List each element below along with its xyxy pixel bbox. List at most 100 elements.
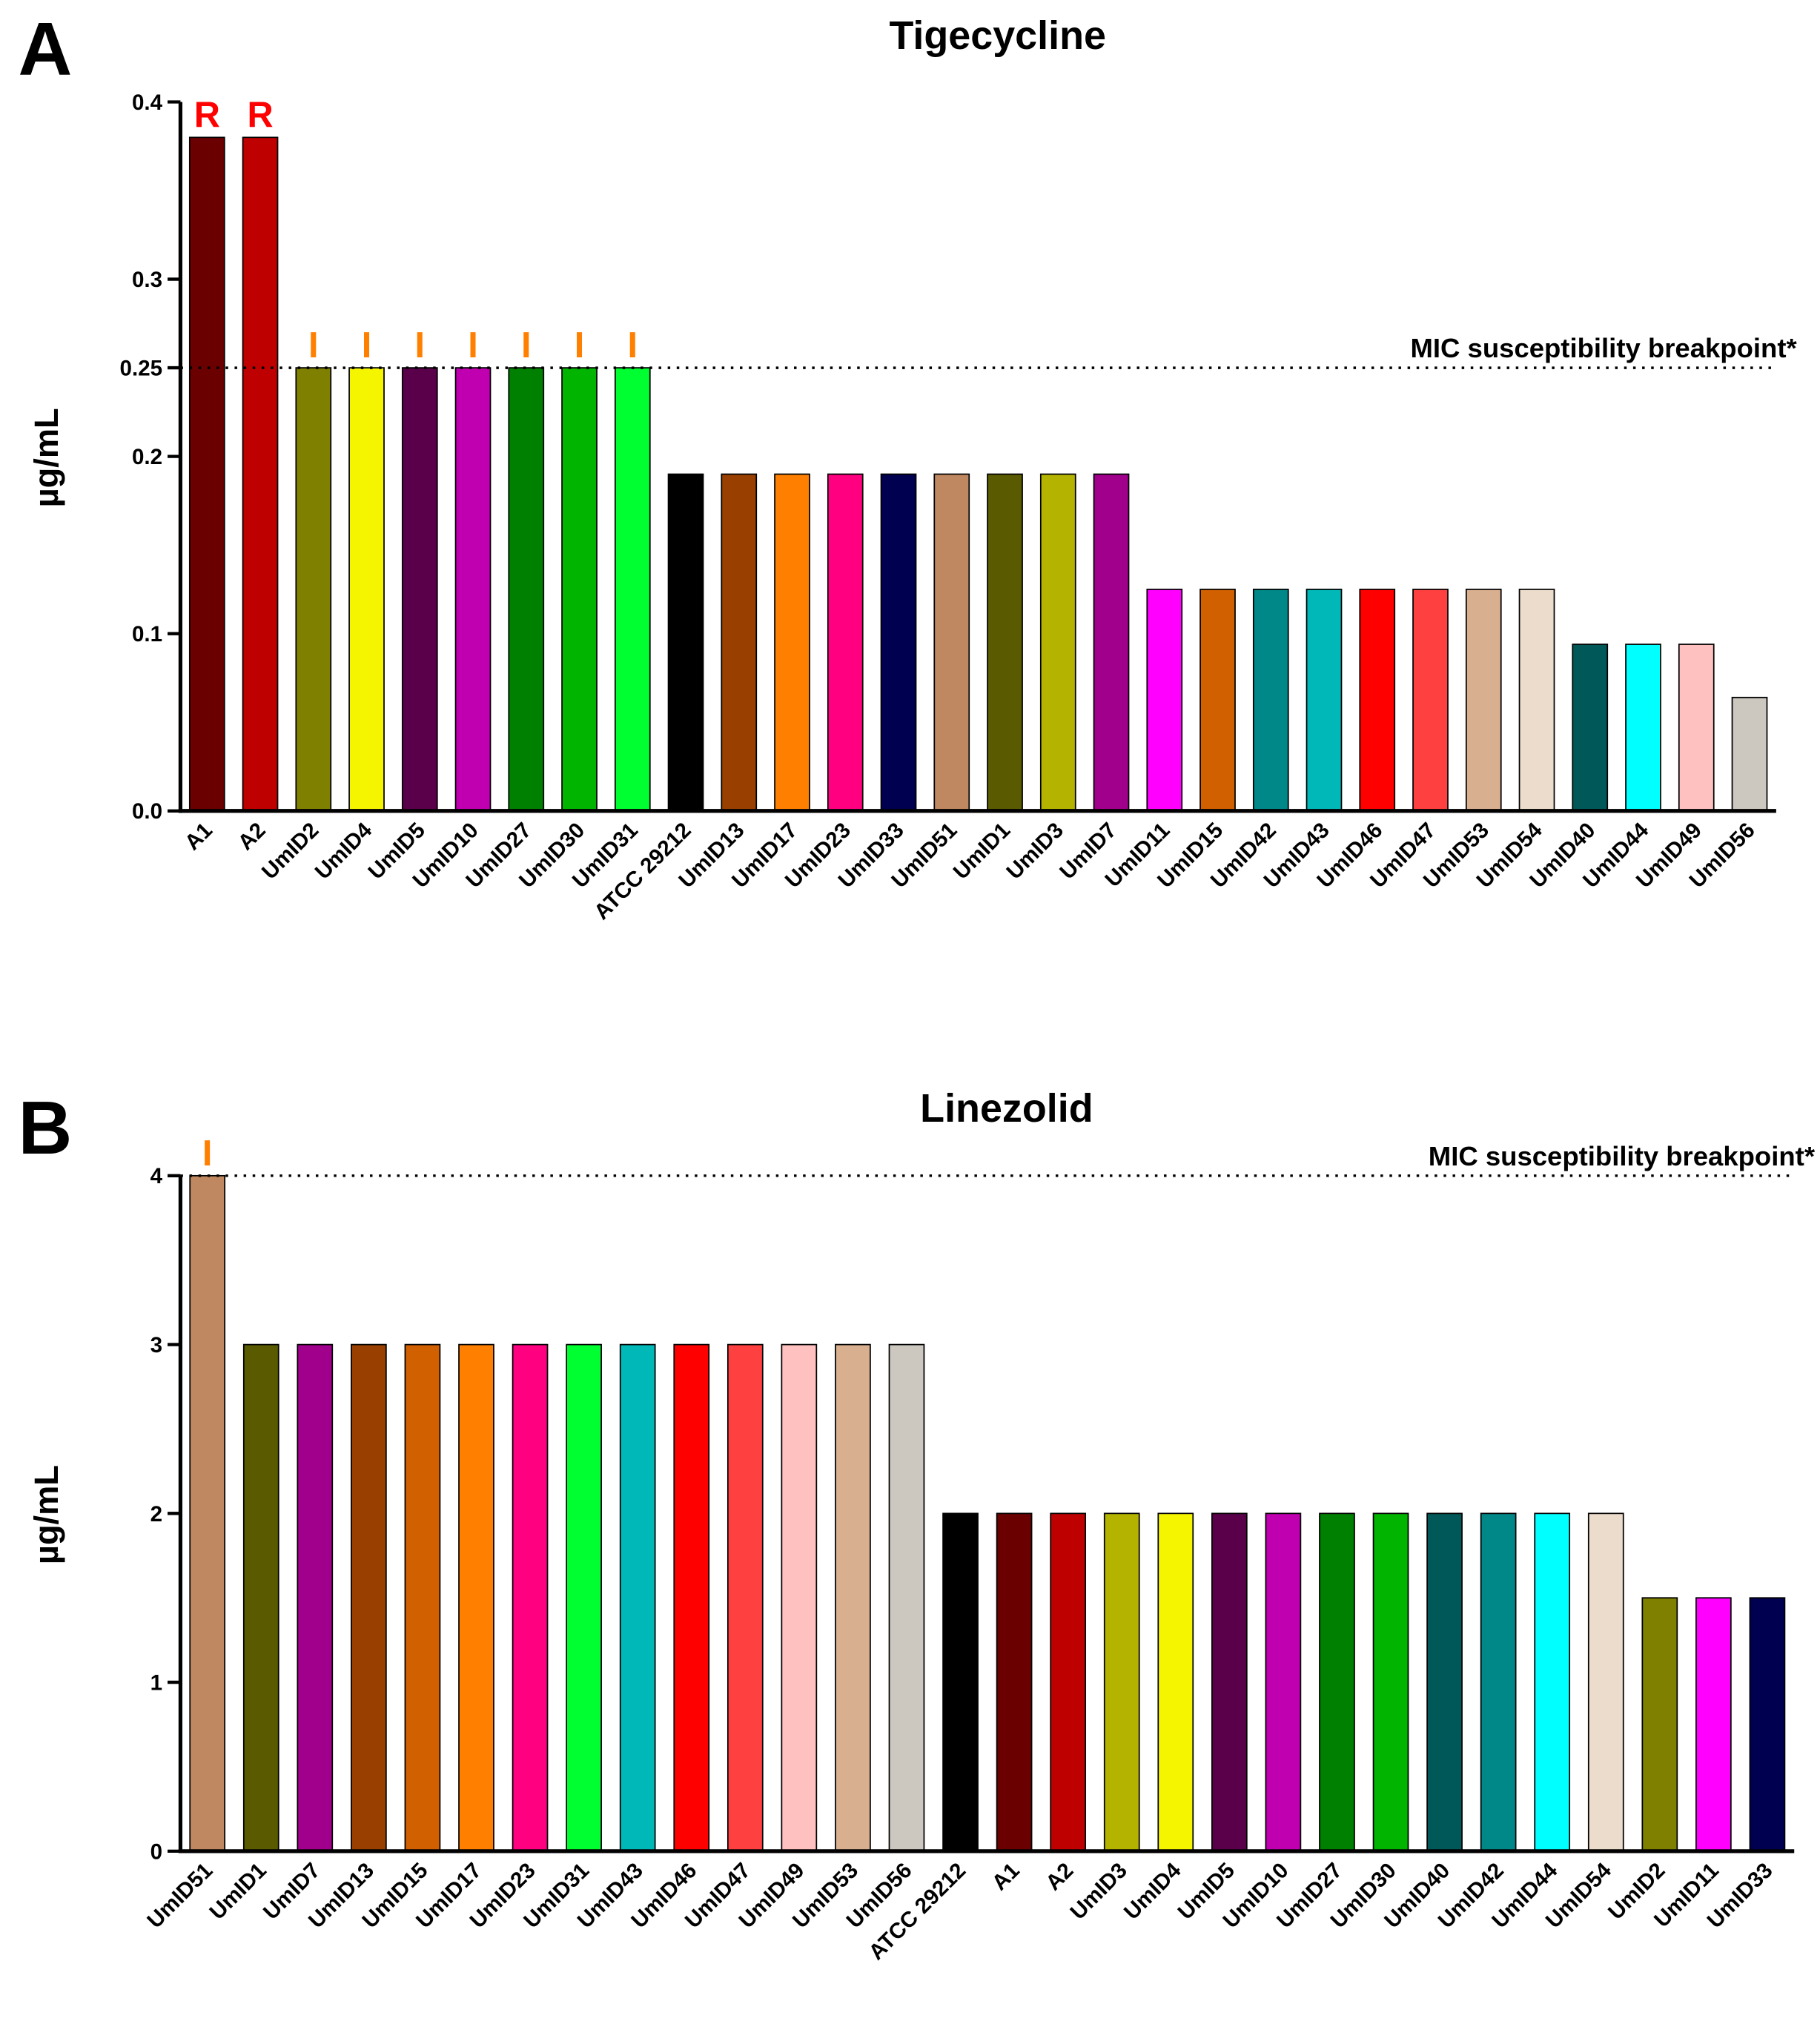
bar [1265, 1512, 1302, 1852]
y-tick-label: 3 [150, 1333, 162, 1357]
x-tick-label: UmID1 [949, 818, 1016, 884]
bar [561, 367, 598, 812]
bar-annotation: I [415, 325, 426, 366]
bar [996, 1512, 1033, 1852]
y-tick-label: 0.1 [132, 622, 162, 646]
bar [667, 473, 704, 812]
bar-annotation: R [194, 95, 220, 135]
bar [721, 473, 758, 812]
bar [295, 367, 332, 812]
bar [1731, 696, 1768, 812]
chart-title: Linezolid [920, 1086, 1093, 1131]
y-tick-label: 0.25 [120, 357, 163, 381]
bar-annotation: I [521, 325, 532, 366]
bar [1625, 644, 1661, 812]
y-tick-label: 1 [150, 1671, 162, 1696]
bar [1103, 1512, 1140, 1852]
bar [1050, 1512, 1087, 1852]
bar [1146, 589, 1183, 812]
bar [1465, 589, 1502, 812]
bar [454, 367, 492, 812]
x-tick-label: A1 [180, 818, 217, 855]
y-axis-label: µg/mL [27, 1465, 65, 1564]
bar [781, 1343, 818, 1852]
bar-annotation: I [628, 325, 638, 366]
bar [888, 1343, 925, 1852]
x-tick-label: UmID2 [257, 818, 324, 884]
bar [1093, 473, 1130, 812]
bar [297, 1343, 334, 1852]
bar [1211, 1512, 1248, 1852]
y-tick-label: 2 [150, 1502, 162, 1527]
y-tick-label: 0.3 [132, 268, 162, 292]
bar [827, 473, 864, 812]
y-tick-label: 4 [150, 1164, 163, 1188]
x-tick-label: UmID4 [1119, 1858, 1186, 1925]
y-tick-label: 0.0 [132, 799, 162, 824]
y-tick-label: 0.2 [132, 445, 162, 469]
bar [1039, 473, 1076, 812]
panel-letter: B [18, 1087, 72, 1170]
bar-annotation: R [247, 95, 273, 135]
bar [1319, 1512, 1355, 1852]
bar [1306, 589, 1343, 812]
bar [727, 1343, 764, 1852]
bar [458, 1343, 494, 1852]
bar [614, 367, 651, 812]
bar [673, 1343, 710, 1852]
y-tick-label: 0.4 [132, 90, 163, 115]
bar-annotation: I [575, 325, 585, 366]
x-tick-label: UmID51 [142, 1858, 217, 1933]
bar [1252, 589, 1289, 812]
x-tick-label: A2 [1041, 1858, 1078, 1895]
bar [619, 1343, 656, 1852]
bar [189, 1174, 226, 1852]
bar [942, 1512, 979, 1852]
bar [1157, 1512, 1194, 1852]
bar [880, 473, 917, 812]
bar [987, 473, 1023, 812]
bar [188, 136, 225, 812]
bar-annotation: I [468, 325, 478, 366]
x-tick-label: UmID1 [205, 1858, 271, 1925]
x-tick-label: UmID3 [1002, 818, 1068, 884]
x-tick-label: UmID4 [311, 818, 377, 884]
bar [1678, 644, 1715, 812]
reference-label: MIC susceptibility breakpoint* [1410, 333, 1797, 363]
x-tick-label: A1 [987, 1858, 1025, 1895]
bar [401, 367, 438, 812]
bar [1749, 1597, 1786, 1852]
bar [1572, 644, 1609, 812]
x-tick-label: A2 [234, 818, 271, 855]
bar [1534, 1512, 1571, 1852]
bar [1199, 589, 1236, 812]
bar [242, 1343, 279, 1852]
bar-annotation: I [202, 1134, 213, 1174]
bar [1426, 1512, 1463, 1852]
bar [404, 1343, 441, 1852]
chart-title: Tigecycline [889, 13, 1105, 58]
bar [1587, 1512, 1624, 1852]
bar [933, 473, 970, 812]
bar [508, 367, 545, 812]
bar [1518, 589, 1555, 812]
bar [1412, 589, 1449, 812]
bar [242, 136, 279, 812]
bar-annotation: I [308, 325, 319, 366]
panel-letter: A [18, 8, 72, 91]
bar-annotation: I [362, 325, 372, 366]
bar [835, 1343, 871, 1852]
bar [774, 473, 810, 812]
y-tick-label: 0 [150, 1839, 162, 1864]
y-axis-label: µg/mL [27, 408, 65, 507]
bar [1480, 1512, 1517, 1852]
bar [1641, 1597, 1678, 1852]
bar [1359, 589, 1396, 812]
bar [1372, 1512, 1409, 1852]
bar [512, 1343, 549, 1852]
x-tick-label: UmID3 [1065, 1858, 1132, 1925]
bar [566, 1343, 602, 1852]
bar [351, 1343, 387, 1852]
reference-label: MIC susceptibility breakpoint* [1429, 1141, 1816, 1171]
